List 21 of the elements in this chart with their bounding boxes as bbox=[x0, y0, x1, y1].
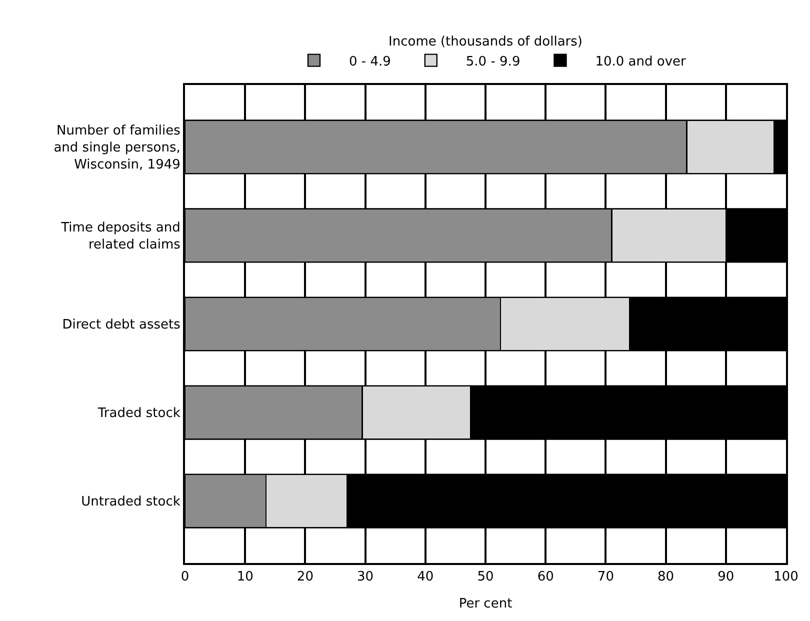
x-tick-label: 90 bbox=[718, 570, 734, 585]
legend-label: 10.0 and over bbox=[595, 54, 687, 70]
legend-label: 0 - 4.9 bbox=[349, 54, 391, 70]
x-tick-label: 40 bbox=[417, 570, 434, 585]
x-tick-label: 30 bbox=[357, 570, 374, 585]
x-tick-label: 10 bbox=[236, 570, 254, 585]
x-tick-label: 70 bbox=[597, 570, 614, 585]
y-tick-label: Time deposits and related claims bbox=[60, 220, 181, 252]
x-tick-label: 20 bbox=[296, 570, 314, 585]
y-tick-label: Direct debt assets bbox=[62, 318, 181, 333]
legend-label: 5.0 - 9.9 bbox=[466, 54, 520, 70]
x-tick-label: 0 bbox=[180, 570, 190, 585]
y-tick-label: Traded stock bbox=[96, 406, 181, 422]
x-tick-label: 100 bbox=[774, 570, 798, 585]
legend-title: Income (thousands of dollars) bbox=[388, 34, 582, 50]
y-tick-label: Number of families and single persons, Wisconsin, 1949 bbox=[54, 124, 181, 172]
x-axis-title: Per cent bbox=[458, 596, 512, 612]
x-tick-label: 80 bbox=[658, 570, 674, 585]
y-tick-label: Untraded stock bbox=[81, 494, 181, 510]
x-tick-label: 60 bbox=[537, 570, 554, 585]
x-tick-label: 50 bbox=[477, 570, 494, 585]
